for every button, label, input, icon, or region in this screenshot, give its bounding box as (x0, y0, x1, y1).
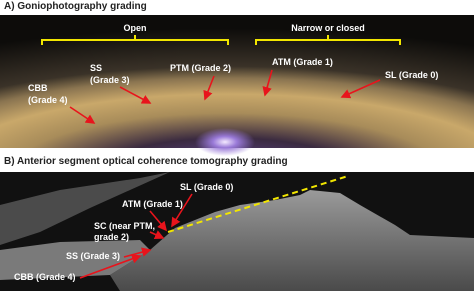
label: CBB (28, 83, 48, 93)
group-label: Narrow or closed (291, 23, 365, 33)
label: (Grade 4) (28, 95, 68, 105)
label: CBB (Grade 4) (14, 272, 76, 282)
arrows (69, 69, 381, 124)
sclera (0, 240, 150, 280)
label: SL (Grade 0) (385, 70, 438, 80)
label: SL (Grade 0) (180, 182, 233, 192)
cornea (0, 172, 170, 245)
iris (110, 190, 474, 291)
dashed-line (167, 175, 349, 233)
bracket (41, 35, 229, 45)
label: SS (Grade 3) (66, 251, 120, 261)
bracket (255, 35, 401, 45)
light-glare (195, 128, 255, 156)
panel-title: A) Goniophotography grading (4, 1, 147, 12)
arrows (79, 193, 193, 279)
label: SC (near PTM, (94, 221, 155, 231)
label: (Grade 3) (90, 75, 130, 85)
panel-title: B) Anterior segment optical coherence to… (4, 156, 288, 167)
label: ATM (Grade 1) (272, 57, 333, 67)
label: ATM (Grade 1) (122, 199, 183, 209)
label: SS (90, 63, 102, 73)
label: PTM (Grade 2) (170, 63, 231, 73)
label: grade 2) (94, 232, 129, 242)
goniophoto (0, 15, 474, 148)
group-label: Open (123, 23, 146, 33)
